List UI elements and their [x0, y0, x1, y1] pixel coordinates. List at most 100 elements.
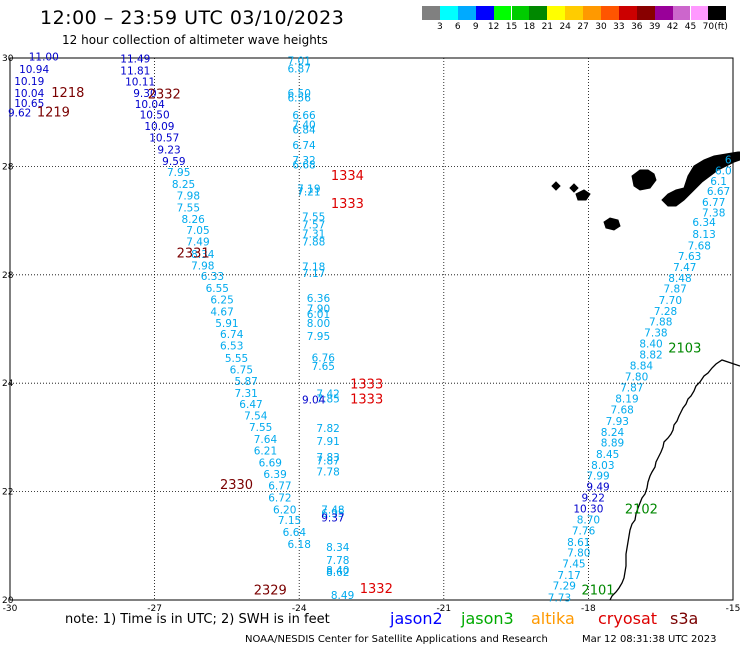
- wave-height-value: 7.64: [254, 434, 278, 446]
- wave-height-value: 6.64: [283, 527, 307, 539]
- wave-height-value: 6.77: [702, 197, 725, 209]
- wave-height-value: 8.40: [639, 338, 662, 350]
- wave-height-value: 8.61: [567, 537, 590, 549]
- wave-height-value: 11.49: [120, 53, 150, 65]
- wave-height-value: 7.49: [186, 237, 209, 249]
- wave-height-value: 7.15: [278, 515, 301, 527]
- wave-height-value: 8.84: [630, 361, 654, 373]
- color-scale-label: 18: [523, 22, 536, 32]
- wave-height-value: 7.80: [567, 548, 590, 560]
- color-scale-swatch: [601, 6, 619, 20]
- y-tick-label: 22: [2, 488, 13, 498]
- wave-height-value: 7.98: [177, 190, 200, 202]
- color-scale-label: 3: [437, 22, 443, 32]
- wave-height-value: 6.36: [307, 293, 331, 305]
- wave-height-value: 6.77: [268, 480, 291, 492]
- y-tick-label: 20: [2, 596, 14, 606]
- color-scale: 3 6 9 12 15 18 21 24 27 30 33 36 39 42 45 70 (ft): [0, 0, 740, 40]
- color-scale-label: 45: [684, 22, 697, 32]
- color-scale-swatch: [511, 6, 530, 20]
- wave-height-value: 8.70: [577, 515, 600, 527]
- wave-height-value: 7.31: [234, 388, 257, 400]
- wave-height-value: 7.40: [292, 119, 315, 131]
- wave-height-value: 7.42: [316, 388, 339, 400]
- color-scale-swatch: [439, 6, 458, 20]
- wave-height-value: 7.65: [312, 361, 335, 373]
- pass-label: 2102: [625, 502, 658, 517]
- wave-height-value: 8.26: [181, 214, 205, 226]
- wave-height-value: 6.1: [710, 176, 727, 188]
- wave-height-value: 6.75: [230, 364, 253, 376]
- color-scale-swatch: [690, 6, 709, 20]
- color-scale-swatch: [636, 6, 655, 20]
- color-scale-swatch: [583, 6, 601, 20]
- axis-ticks: -30 -27 -24 -21 -18 -15 20 22 24 28 28 30: [2, 54, 740, 614]
- color-scale-label: 6: [454, 22, 461, 32]
- color-scale-swatch: [654, 6, 673, 20]
- wave-height-value: 7.68: [688, 240, 711, 252]
- color-scale-label: 70: [702, 22, 715, 32]
- wave-height-value: 7.31: [302, 228, 325, 240]
- wave-height-value: 6.47: [239, 399, 262, 411]
- pass-label: 1333: [350, 392, 383, 407]
- y-tick-label: 30: [2, 54, 14, 64]
- x-tick-label: -30: [3, 604, 18, 614]
- wave-height-value: 8.48: [668, 273, 691, 285]
- color-scale-swatch: [493, 6, 512, 20]
- pass-label: 2103: [668, 341, 701, 356]
- pass-label: 1333: [331, 197, 364, 212]
- wave-height-value: 11.81: [120, 65, 150, 77]
- wave-height-value: 5.55: [225, 353, 248, 365]
- wave-height-value: 7.95: [167, 167, 190, 179]
- wave-height-value: 6.72: [268, 492, 291, 504]
- wave-height-value: 6.55: [206, 283, 229, 295]
- color-scale-swatch: [422, 6, 440, 20]
- legend-cryosat: cryosat: [598, 609, 658, 628]
- wave-height-value: 5.87: [234, 376, 257, 388]
- wave-height-value: 8.24: [601, 427, 625, 439]
- wave-height-value: 6.87: [288, 64, 311, 76]
- wave-height-value: 7.88: [302, 237, 325, 249]
- wave-height-value: 10.11: [125, 77, 155, 89]
- wave-height-value: 10.94: [19, 64, 49, 76]
- wave-height-value: 6.67: [707, 186, 730, 198]
- color-scale-swatch: [708, 6, 727, 20]
- pass-label: 1333: [350, 378, 383, 393]
- wave-height-value: 6.74: [292, 140, 316, 152]
- wave-height-value: 7.21: [297, 187, 320, 199]
- color-scale-label: 24: [559, 22, 571, 32]
- color-scale-swatch: [618, 6, 637, 20]
- pass-label: 1334: [331, 169, 364, 184]
- wave-height-value: 7.85: [316, 394, 339, 406]
- wave-height-value: 6.74: [220, 329, 244, 341]
- wave-height-value: 9.04: [302, 394, 326, 406]
- wave-height-value: 10.19: [14, 76, 44, 88]
- wave-height-value: 6.18: [288, 539, 311, 551]
- wave-height-value: 8.49: [331, 590, 354, 602]
- footer-note: note: 1) Time is in UTC; 2) SWH is in fe…: [65, 612, 330, 627]
- pass-label: 2329: [254, 584, 287, 599]
- wave-height-value: 6.68: [292, 160, 315, 172]
- color-scale-label: 21: [541, 22, 554, 32]
- wave-height-value: 8.34: [191, 249, 215, 261]
- color-scale-swatch: [529, 6, 548, 20]
- color-scale-label: 42: [666, 22, 679, 32]
- wave-height-value: 7.91: [316, 436, 339, 448]
- y-tick-label: 24: [2, 379, 14, 389]
- color-scale-label: 36: [631, 22, 643, 32]
- chart-title: 12:00 – 23:59 UTC 03/10/2023: [40, 7, 345, 29]
- wave-height-value: 7.87: [620, 382, 643, 394]
- wave-height-value: 6.50: [288, 88, 311, 100]
- x-tick-label: -18: [581, 604, 596, 614]
- wave-height-value: 7.87: [663, 284, 686, 296]
- wave-height-value: 4.67: [210, 306, 233, 318]
- wave-height-value: 10.30: [573, 504, 603, 516]
- pass-label: 2330: [220, 478, 253, 493]
- wave-height-value: 7.48: [321, 504, 344, 516]
- wave-height-value: 7.83: [316, 452, 339, 464]
- wave-height-value: 8.34: [326, 542, 350, 554]
- wave-height-value: 7.54: [244, 411, 268, 423]
- wave-height-value: 6.33: [201, 271, 224, 283]
- wave-height-value: 7.32: [292, 155, 315, 167]
- pass-label: 1219: [37, 106, 70, 121]
